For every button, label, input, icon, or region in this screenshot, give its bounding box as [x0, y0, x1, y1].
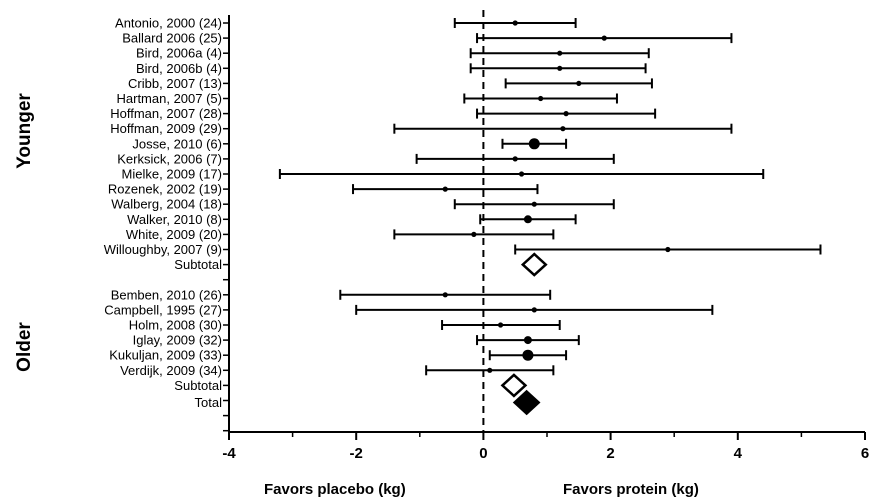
subtotal-diamond [500, 373, 528, 398]
study-label: Ballard 2006 (25) [122, 31, 222, 46]
study-label: Mielke, 2009 (17) [122, 167, 222, 182]
study-label: Kerksick, 2006 (7) [117, 151, 222, 166]
point-estimate [557, 65, 563, 71]
study-label: Antonio, 2000 (24) [115, 16, 222, 31]
point-estimate [471, 231, 477, 237]
point-estimate [518, 171, 525, 177]
study-label: Bird, 2006a (4) [136, 46, 222, 61]
study-label: Willoughby, 2007 (9) [104, 242, 222, 257]
point-estimate [563, 111, 569, 117]
x-tick-label: 0 [479, 445, 487, 462]
study-label: Holm, 2008 (30) [129, 318, 222, 333]
point-estimate [531, 201, 537, 207]
point-estimate [665, 246, 671, 253]
x-axis: -4 -2 0 2 4 6 [222, 15, 869, 462]
point-estimate [560, 126, 566, 132]
study-label: Walker, 2010 (8) [127, 212, 222, 227]
x-tick-label: 4 [734, 445, 743, 462]
study-marks [278, 18, 822, 416]
point-estimate [512, 20, 518, 26]
study-label: White, 2009 (20) [126, 227, 222, 242]
study-label: Hoffman, 2007 (28) [110, 106, 222, 121]
point-estimate [522, 349, 534, 361]
point-estimate [557, 50, 563, 56]
x-tick-label: -4 [222, 445, 236, 462]
group-label-younger: Younger [14, 93, 35, 169]
x-caption-right: Favors protein (kg) [563, 481, 699, 498]
point-estimate [538, 95, 544, 102]
point-estimate [442, 292, 448, 298]
study-label: Kukuljan, 2009 (33) [109, 348, 222, 363]
study-label: Verdijk, 2009 (34) [120, 363, 222, 378]
study-label: Bemben, 2010 (26) [111, 287, 222, 302]
study-label: Iglay, 2009 (32) [133, 333, 222, 348]
study-label: Rozenek, 2002 (19) [108, 182, 222, 197]
total-label: Total [195, 395, 223, 410]
point-estimate [523, 215, 532, 224]
study-label: Cribb, 2007 (13) [128, 76, 222, 91]
study-label: Walberg, 2004 (18) [111, 197, 222, 212]
point-estimate [512, 156, 518, 162]
x-caption-left: Favors placebo (kg) [264, 481, 406, 498]
point-estimate [528, 138, 540, 150]
point-estimate [531, 307, 537, 313]
x-tick-label: 6 [861, 445, 869, 462]
study-labels: Antonio, 2000 (24)Ballard 2006 (25)Bird,… [104, 16, 222, 411]
subtotal-label: Subtotal [174, 257, 222, 272]
subtotal-label: Subtotal [174, 378, 222, 393]
study-label: Hoffman, 2009 (29) [110, 121, 222, 136]
study-label: Campbell, 1995 (27) [104, 302, 222, 317]
study-label: Hartman, 2007 (5) [117, 91, 223, 106]
point-estimate [442, 186, 448, 192]
x-tick-label: -2 [350, 445, 363, 462]
point-estimate [487, 367, 493, 373]
point-estimate [523, 336, 532, 345]
subtotal-diamond [520, 252, 548, 277]
total-diamond [512, 389, 541, 416]
point-estimate [601, 35, 607, 41]
point-estimate [497, 322, 504, 328]
study-label: Josse, 2010 (6) [132, 136, 222, 151]
x-tick-label: 2 [606, 445, 614, 462]
study-label: Bird, 2006b (4) [136, 61, 222, 76]
point-estimate [576, 80, 582, 86]
group-label-older: Older [14, 322, 35, 372]
